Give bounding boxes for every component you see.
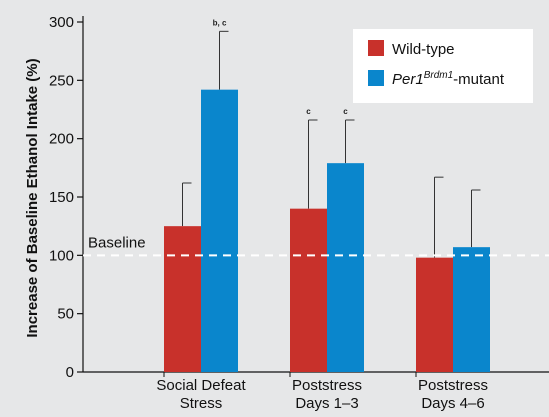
x-tick-label-line: Poststress [292, 377, 362, 394]
x-tick-label: Social Defeat Stress [156, 377, 246, 412]
x-tick-label-line: Poststress [418, 377, 488, 394]
x-tick-label: Poststress Days 4–6 [418, 377, 488, 412]
y-tick-label: 150 [49, 189, 74, 206]
bar [201, 89, 238, 373]
y-tick-label: 100 [49, 247, 74, 264]
legend-swatch-wild-type [368, 40, 384, 56]
bars-group: b, c c c [164, 18, 490, 373]
x-tick-label-line: Days 4–6 [421, 395, 484, 412]
y-axis-label: Increase of Baseline Ethanol Intake (%) [24, 58, 41, 337]
y-tick-label: 300 [49, 14, 74, 31]
bar-annotation: b, c [213, 18, 227, 27]
axes-group: 0 50 100 150 200 250 300 Social Defeat Stress Pos… [49, 14, 549, 412]
legend-group: Wild-type Per1Brdm1-mutant [353, 29, 533, 103]
x-tick-label-line: Days 1–3 [295, 395, 358, 412]
bar [164, 226, 201, 372]
legend-label-wild-type: Wild-type [392, 41, 455, 58]
legend-label-mutant: Per1Brdm1-mutant [392, 70, 505, 88]
bar [290, 208, 327, 372]
baseline-group: Baseline [83, 234, 549, 257]
y-tick-label: 50 [57, 306, 74, 323]
bar-annotation: c [306, 107, 311, 116]
bar [416, 257, 453, 372]
bar [327, 163, 364, 372]
legend-label-suffix: -mutant [453, 71, 505, 88]
y-tick-label: 200 [49, 131, 74, 148]
baseline-label: Baseline [88, 234, 146, 251]
legend-label-gene: Per1 [392, 71, 424, 88]
legend-swatch-mutant [368, 70, 384, 86]
x-tick-label: Poststress Days 1–3 [292, 377, 362, 412]
bar [453, 247, 490, 372]
y-tick-label: 0 [66, 364, 74, 381]
bar-annotation: c [343, 107, 348, 116]
y-tick-label: 250 [49, 72, 74, 89]
legend-label-allele: Brdm1 [424, 70, 453, 81]
x-tick-label-line: Stress [180, 395, 223, 412]
x-tick-label-line: Social Defeat [156, 377, 246, 394]
